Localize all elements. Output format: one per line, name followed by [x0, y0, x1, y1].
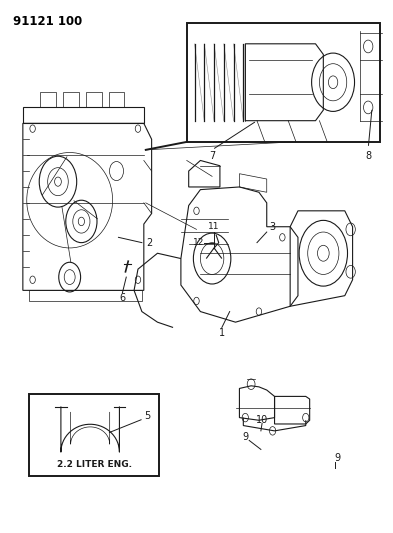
Bar: [187, 22, 380, 142]
Text: 6: 6: [119, 293, 125, 303]
Text: 3: 3: [270, 222, 275, 232]
Text: 7: 7: [209, 151, 215, 161]
Text: 11: 11: [208, 222, 220, 231]
Text: 1: 1: [219, 328, 225, 338]
Text: 2.2 LITER ENG.: 2.2 LITER ENG.: [57, 460, 132, 469]
Text: 9: 9: [242, 432, 248, 442]
Bar: [29, 394, 160, 476]
Text: 10: 10: [256, 415, 268, 425]
Text: 12: 12: [193, 238, 204, 247]
Text: 2: 2: [147, 238, 153, 248]
Text: 5: 5: [145, 411, 151, 421]
Text: 91121 100: 91121 100: [13, 14, 83, 28]
Text: 9: 9: [335, 454, 341, 463]
Text: 8: 8: [365, 151, 371, 161]
